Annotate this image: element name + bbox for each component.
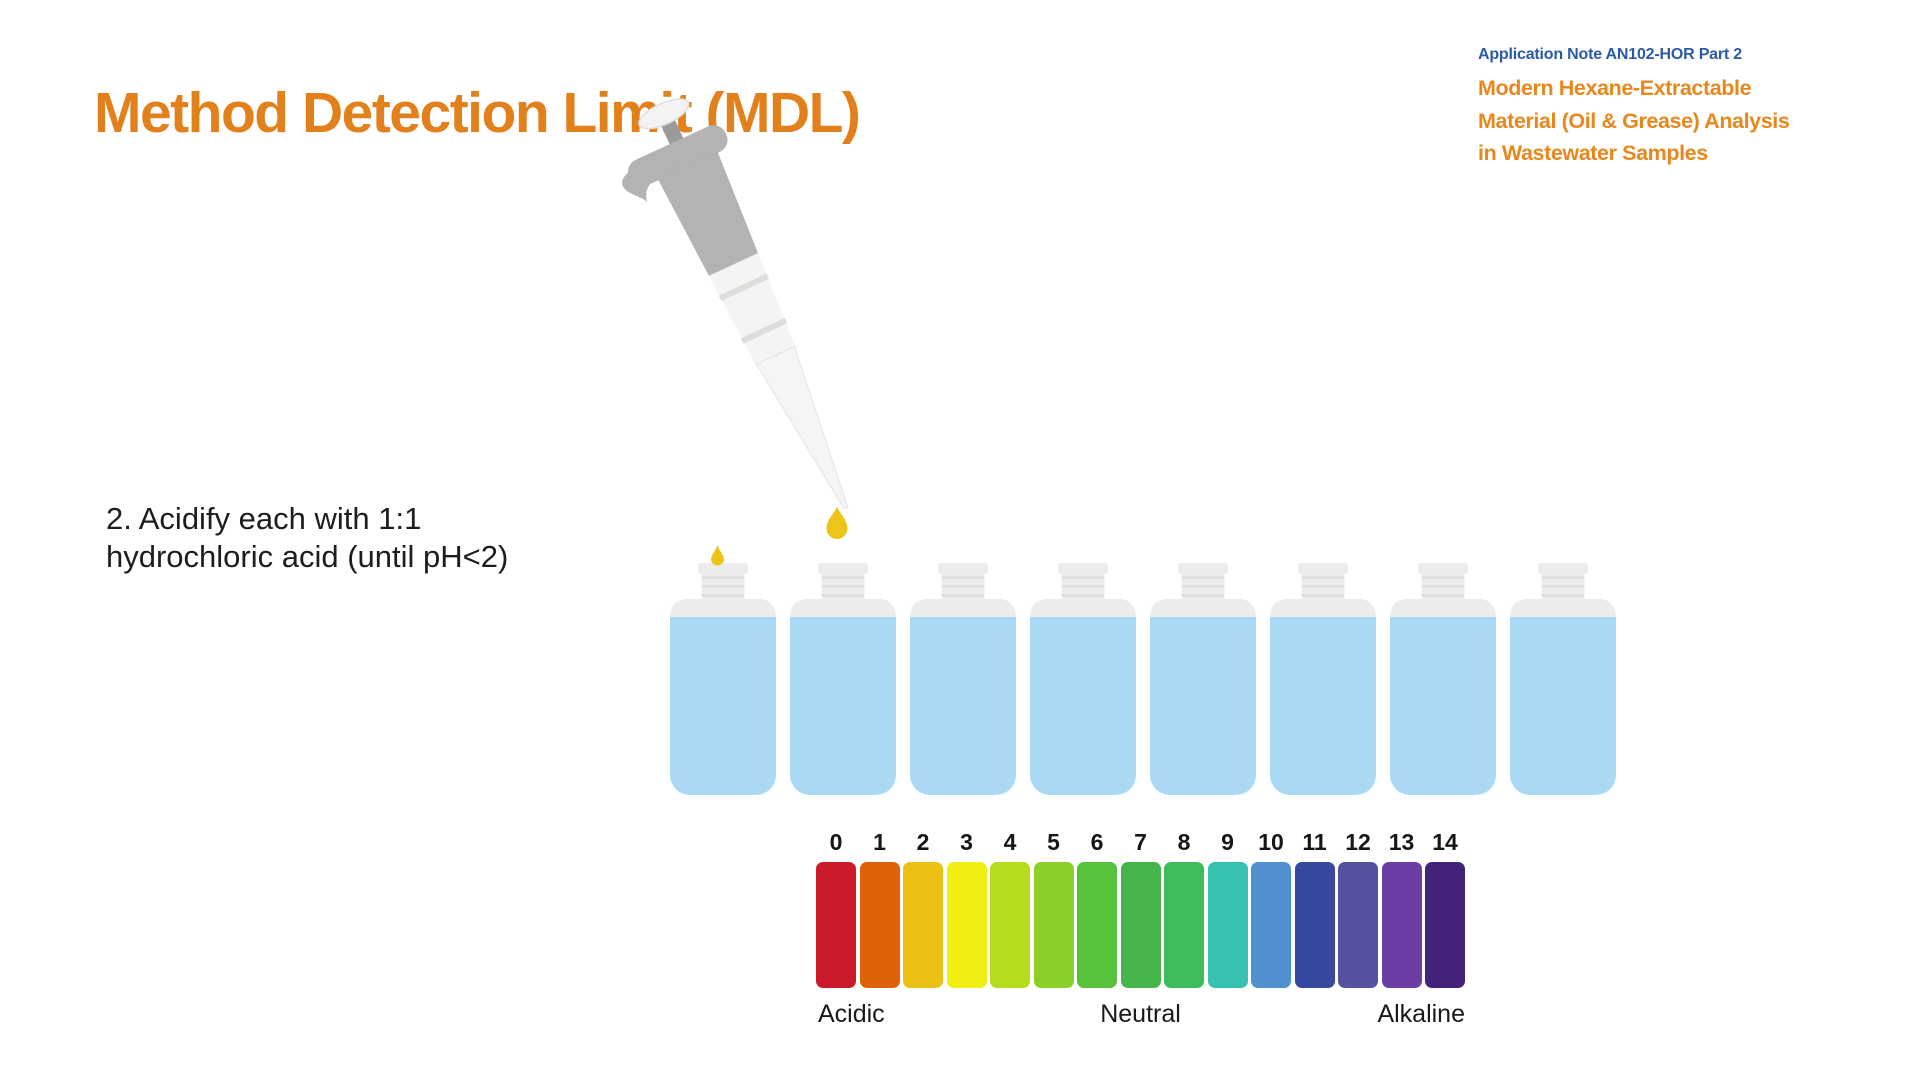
ph-value-label: 9 [1221,829,1234,855]
ph-swatch [816,862,856,988]
ph-swatch [1033,862,1074,988]
bottle-cap-lip [1058,563,1108,574]
sample-bottle [790,563,896,795]
bottle-liquid [1030,617,1136,795]
ph-swatch [1164,862,1204,988]
step-instruction: 2. Acidify each with 1:1 hydrochloric ac… [106,500,508,576]
ph-value-label: 2 [916,829,930,855]
acid-drop-icon [826,507,848,539]
ph-swatch [1120,862,1161,988]
sample-bottle [1030,563,1136,795]
ph-label-neutral: Neutral [1100,1000,1181,1028]
ph-value-label: 12 [1345,829,1371,855]
ph-value-label: 13 [1388,829,1415,855]
bottle-liquid [790,617,896,795]
ph-value-label: 6 [1090,829,1104,855]
pipette-collar [708,253,796,365]
ph-value-label: 10 [1258,829,1284,855]
bottle-liquid [910,617,1016,795]
page-title: Method Detection Limit (MDL) [94,81,861,146]
bottle-liquid [1270,617,1376,795]
bottle-liquid [670,617,776,795]
ph-swatch [946,862,987,988]
bottle-cap-lip [1178,563,1228,574]
sample-bottle [1270,563,1376,795]
pipette-finger-hook [622,166,657,202]
ph-value-label: 5 [1047,829,1060,855]
ph-swatch [1381,862,1422,988]
bottle-liquid [1150,617,1256,795]
ph-label-acidic: Acidic [818,1000,885,1028]
application-note-line: Modern Hexane-Extractable [1478,76,1752,100]
application-note-kicker: Application Note AN102-HOR Part 2 [1478,46,1742,63]
pipette-collar-band [740,317,788,344]
pipette-collar-band [718,273,769,301]
application-note-line: Material (Oil & Grease) Analysis [1478,108,1790,133]
bottle-threaded-neck [1421,570,1465,600]
bottle-liquid [1390,617,1496,795]
step-instruction-line1: 2. Acidify each with 1:1 [106,501,422,536]
ph-swatch [1251,862,1291,988]
sample-bottle [1510,563,1616,795]
bottle-cap-lip [1538,563,1588,574]
ph-value-label: 14 [1432,829,1458,855]
bottle-cap-lip [938,563,988,574]
bottle-threaded-neck [821,570,865,600]
ph-value-label: 3 [960,829,973,855]
pipette-barrel [656,148,758,276]
ph-value-label: 0 [829,829,843,855]
ph-swatch [1338,862,1378,988]
bottle-threaded-neck [1181,570,1225,600]
ph-value-label: 8 [1177,829,1191,855]
ph-value-label: 11 [1302,829,1327,855]
bottle-cap-lip [1418,563,1468,574]
ph-swatch [1425,862,1465,988]
bottle-threaded-neck [1301,570,1345,600]
bottle-threaded-neck [1541,570,1585,600]
ph-value-label: 7 [1134,829,1147,855]
sample-bottle [1150,563,1256,795]
bottle-threaded-neck [701,570,745,600]
ph-value-label: 1 [873,829,886,855]
ph-swatch [990,862,1030,988]
ph-color-swatches [816,862,1465,988]
ph-label-alkaline: Alkaline [1377,1000,1465,1028]
ph-range-labels: Acidic Neutral Alkaline [816,1000,1465,1030]
ph-swatch [859,862,900,988]
pipette-tip [755,345,849,510]
application-note-block: Application Note AN102-HOR Part 2 Modern… [1478,46,1808,170]
ph-swatch [1077,862,1117,988]
pipette-icon [622,98,849,510]
bottle-cap-lip [1298,563,1348,574]
sample-bottle [910,563,1016,795]
step-instruction-line2: hydrochloric acid (until pH<2) [106,539,509,574]
bottle-threaded-neck [941,570,985,600]
ph-value-label: 4 [1003,829,1017,855]
bottle-threaded-neck [1061,570,1105,600]
bottle-cap-lip [698,563,748,574]
ph-swatch [1294,862,1335,988]
ph-value-labels: 0 1 2 3 4 5 6 7 8 9 10 11 12 13 14 [816,829,1465,856]
sample-bottle [1390,563,1496,795]
ph-scale: 0 1 2 3 4 5 6 7 8 9 10 11 12 13 14 Acidic Neutral Alka… [816,829,1465,1030]
ph-swatch [903,862,943,988]
ph-swatch [1207,862,1248,988]
bottle-liquid [1510,617,1616,795]
application-note-line: in Wastewater Samples [1478,141,1708,165]
sample-bottle [670,563,776,795]
bottle-cap-lip [818,563,868,574]
